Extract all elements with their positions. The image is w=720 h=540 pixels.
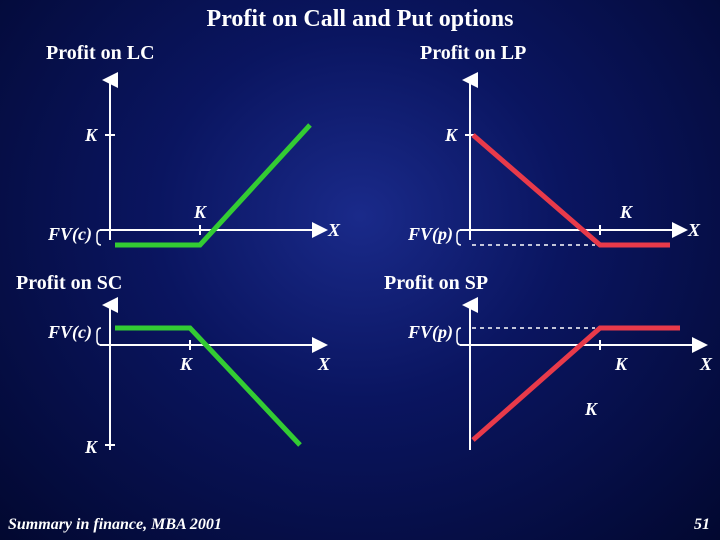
sp-fvp: FV(p) xyxy=(407,322,453,343)
lp-xend: X xyxy=(687,220,701,240)
lp-ylabel-k: K xyxy=(444,125,459,145)
sc-fvc: FV(c) xyxy=(47,322,92,343)
sp-xtick-k: K xyxy=(614,354,629,374)
panel-short-put: Profit on SP FV(p) K X K xyxy=(360,270,720,500)
sp-xend: X xyxy=(699,354,713,374)
panel-long-call: Profit on LC K K X FV xyxy=(0,40,360,270)
page-title: Profit on Call and Put options xyxy=(0,0,720,33)
lp-fvp: FV(p) xyxy=(407,224,453,245)
sc-yk-bottom: K xyxy=(84,437,99,457)
page-number: 51 xyxy=(694,516,710,534)
lc-xtick-k: K xyxy=(193,202,208,222)
sp-yk-bottom: K xyxy=(584,399,599,419)
chart-grid: Profit on LC K K X FV xyxy=(0,40,720,500)
lc-ylabel-k: K xyxy=(84,125,99,145)
sc-xend: X xyxy=(317,354,331,374)
sc-xtick-k: K xyxy=(179,354,194,374)
lc-xend: X xyxy=(327,220,341,240)
lp-xtick-k: K xyxy=(619,202,634,222)
panel-long-put: Profit on LP K K X FV(p) xyxy=(360,40,720,270)
lc-fvc: FV(c) xyxy=(47,224,92,245)
panel-short-call: Profit on SC FV(c) K X K xyxy=(0,270,360,500)
lc-payoff-line xyxy=(115,125,310,245)
footer-source: Summary in finance, MBA 2001 xyxy=(8,516,222,534)
lp-payoff-line xyxy=(473,135,670,245)
